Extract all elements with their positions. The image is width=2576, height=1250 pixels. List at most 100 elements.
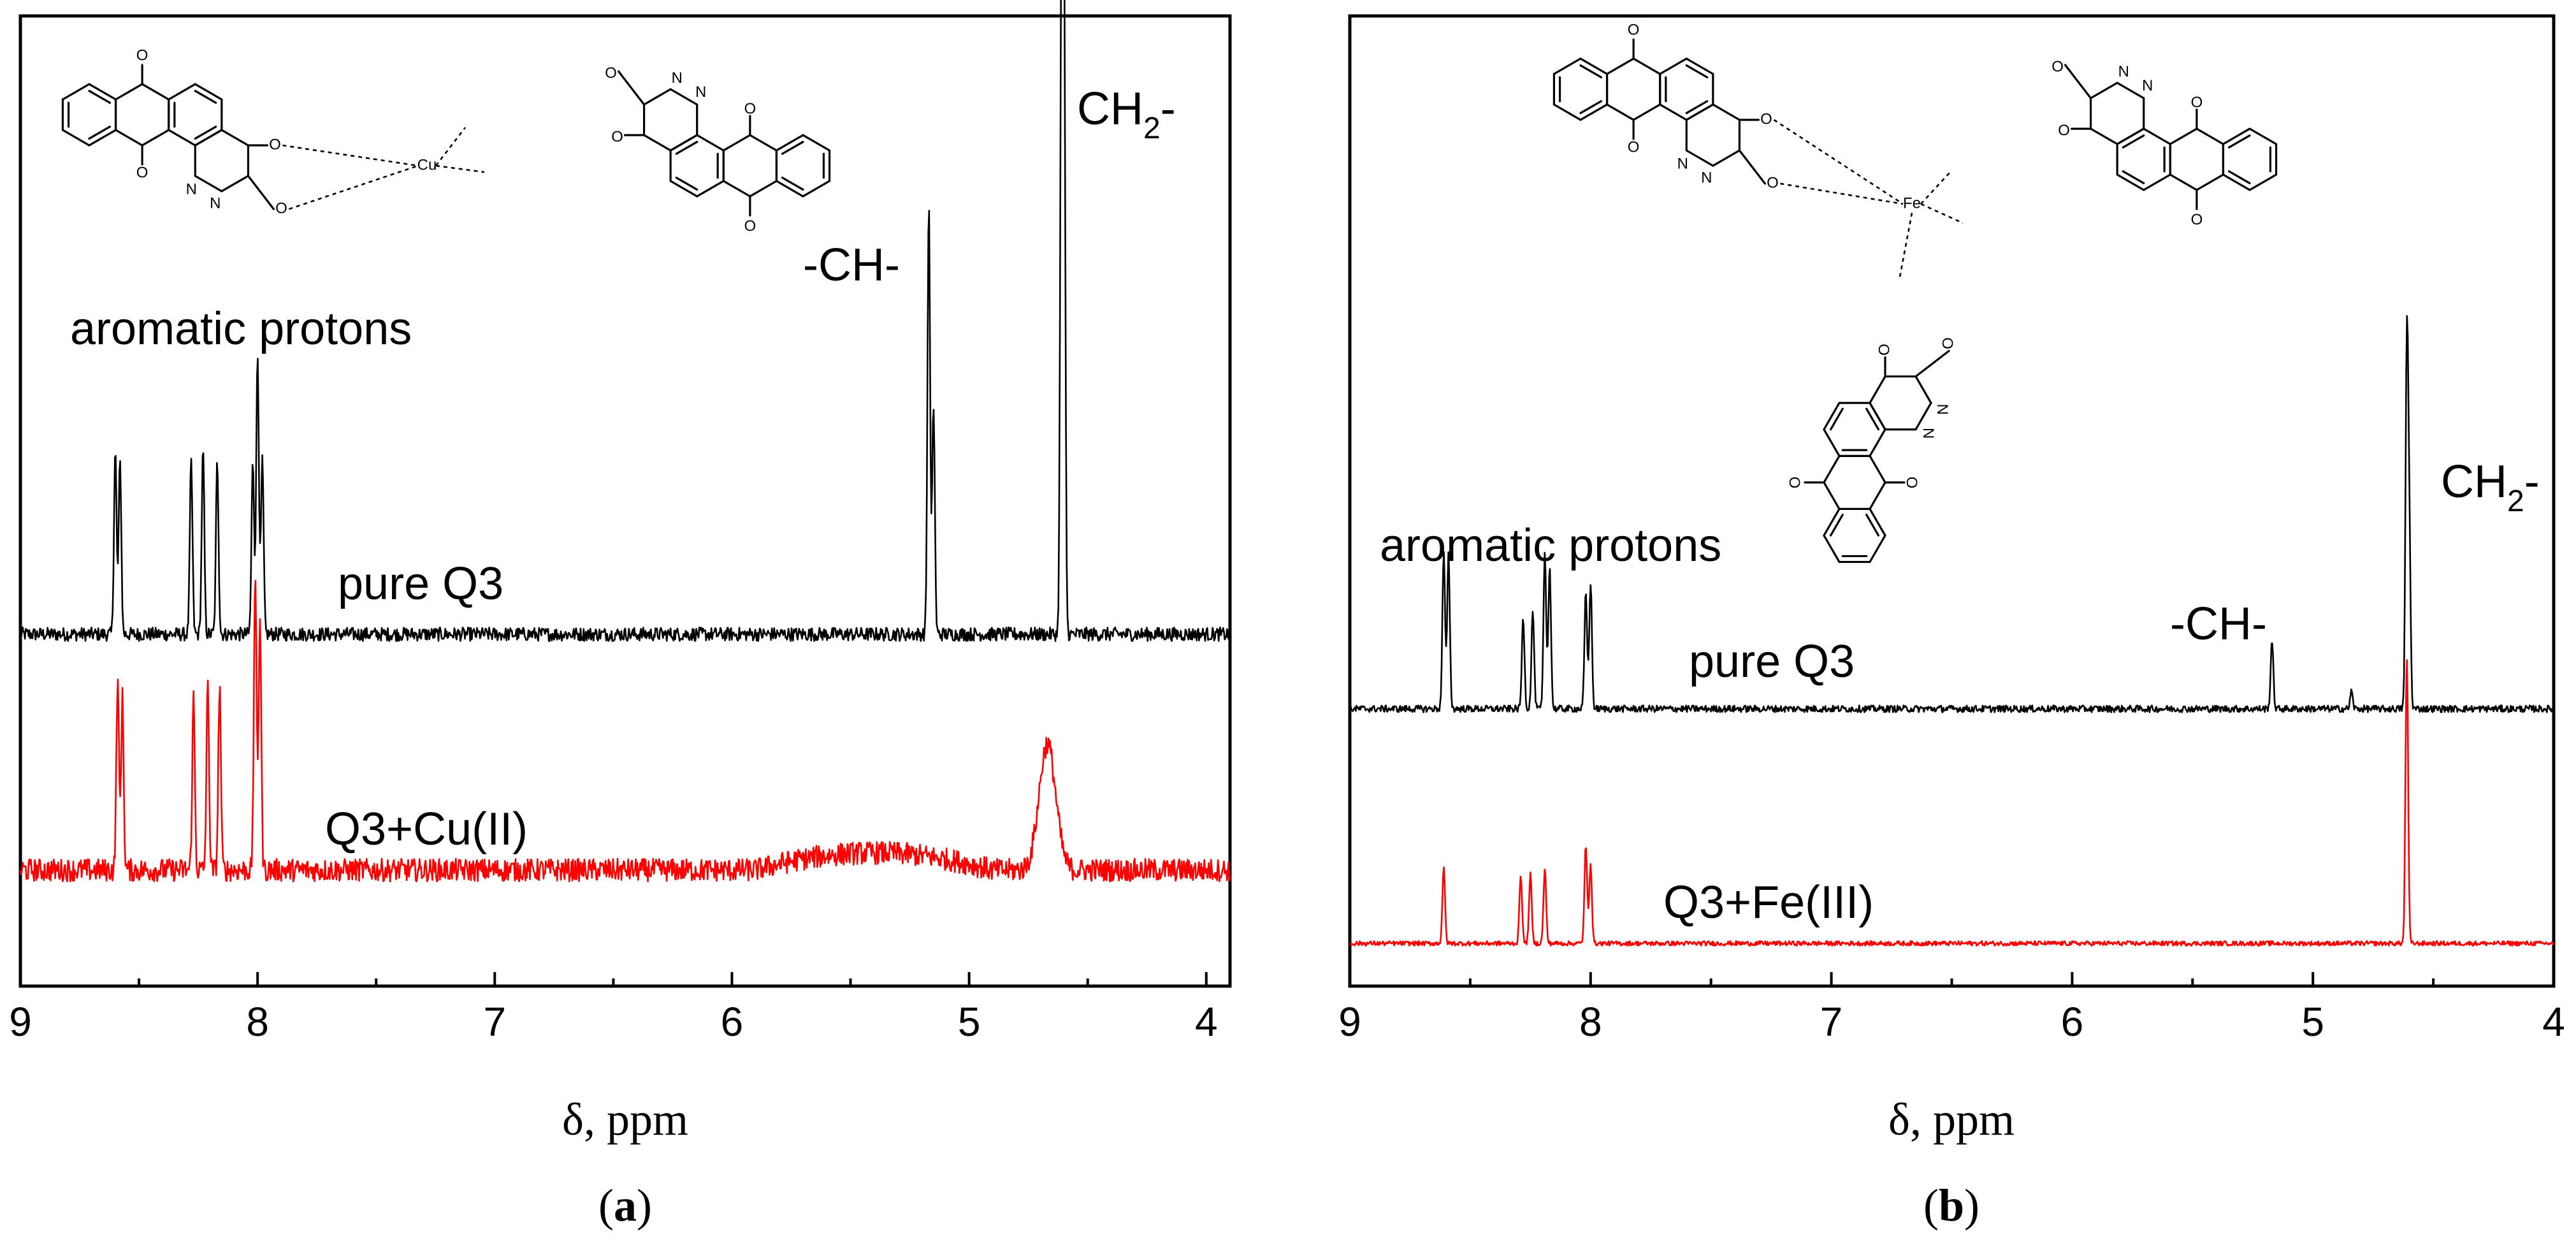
ligand-mirrored: O O NN O O [605, 64, 831, 234]
ring [2222, 127, 2278, 191]
caption-letter-b: b [1939, 1180, 1964, 1231]
panel-caption-a: (a) [598, 1180, 652, 1231]
caption-open-a: ( [598, 1180, 614, 1231]
x-axis-label-a: δ, ppm [562, 1094, 688, 1145]
bond [1914, 349, 1950, 378]
ligand-lower: O O N N O O [1786, 337, 1957, 563]
double-bond [675, 140, 698, 155]
series-label-q3-fe-b: Q3+Fe(III) [1663, 877, 1874, 928]
oxygen-atom: O [269, 136, 281, 153]
ring [194, 129, 250, 193]
ring [2116, 127, 2171, 191]
nitrogen-atom: N [1701, 169, 1712, 186]
coordination-bond [289, 164, 419, 210]
double-bond [1579, 64, 1603, 78]
ring [1605, 57, 1661, 121]
spectrum-trace-q3-cu-ii- [19, 579, 1231, 883]
oxygen-atom: O [1939, 337, 1957, 349]
x-tick-label: 5 [958, 999, 981, 1045]
x-tick-label: 7 [484, 999, 507, 1045]
double-bond [1865, 407, 1880, 431]
x-tick-label: 9 [9, 999, 32, 1045]
series-label-pure-q3-b: pure Q3 [1689, 636, 1855, 687]
iron-atom: Fe [1903, 194, 1921, 212]
bond [1738, 149, 1767, 185]
annotation-ch2-main-b: CH [2441, 456, 2507, 507]
plot-frame-a [18, 14, 1232, 988]
annotation-ch2-b: CH2- [2441, 456, 2540, 518]
coordination-bond [282, 144, 419, 167]
oxygen-atom: O [744, 99, 756, 117]
bond [2064, 64, 2092, 99]
series-label-q3-cu-a: Q3+Cu(II) [325, 804, 528, 855]
bond [247, 175, 275, 210]
bond [617, 70, 646, 106]
x-tick-label: 6 [721, 999, 744, 1045]
caption-close-a: ) [637, 1180, 652, 1231]
nitrogen-atom: N [2142, 76, 2153, 94]
coordination-bond [1898, 212, 1913, 281]
x-tick-label: 4 [2542, 999, 2565, 1045]
coordination-bond [1780, 182, 1904, 205]
double-bond [88, 126, 112, 140]
nitrogen-atom: N [671, 69, 682, 86]
double-bond [1685, 64, 1709, 78]
coordination-bond [435, 164, 485, 173]
oxygen-atom: O [136, 164, 148, 181]
double-bond [2227, 134, 2251, 149]
ring [1685, 103, 1741, 167]
caption-letter-a: a [614, 1180, 637, 1231]
oxygen-atom: O [744, 217, 756, 234]
annotation-ch2-tail-a: - [1161, 84, 1176, 134]
spectrum-trace-q3-fe-iii- [1349, 659, 2555, 947]
spectrum-trace-pure-q3 [1349, 315, 2555, 713]
double-bond [2122, 170, 2145, 185]
annotation-aromatic-protons-b: aromatic protons [1380, 520, 1721, 571]
oxygen-atom: O [1786, 477, 1804, 489]
double-bond [1829, 513, 1844, 537]
x-tick-label: 6 [2061, 999, 2084, 1045]
copper-atom: Cu [417, 156, 437, 173]
annotation-ch2-a: CH2- [1077, 84, 1176, 145]
oxygen-atom: O [1876, 344, 1893, 356]
coordination-bond [435, 127, 467, 166]
oxygen-atom: O [611, 127, 623, 145]
annotation-ch-a: -CH- [803, 240, 900, 291]
double-bond [194, 126, 217, 140]
ligand-mirrored: O O NN O O [2051, 57, 2278, 228]
ring [1823, 454, 1886, 511]
annotation-ch2-main-a: CH [1077, 84, 1143, 134]
coordination-bond [1920, 203, 1964, 224]
oxygen-atom: O [1904, 477, 1921, 489]
coordination-bond [1773, 119, 1904, 205]
x-tick-label: 5 [2301, 999, 2324, 1045]
ring [642, 88, 698, 152]
annotation-ch2-tail-b: - [2524, 456, 2540, 507]
x-tick-label: 8 [1579, 999, 1602, 1045]
spectrum-trace-pure-q3 [19, 0, 1231, 643]
nitrogen-atom: N [186, 180, 197, 198]
oxygen-atom: O [1760, 110, 1772, 127]
ring [722, 134, 778, 198]
nitrogen-atom: N [1677, 155, 1688, 172]
x-tick-label: 4 [1195, 999, 1218, 1045]
double-bond [1579, 100, 1603, 115]
oxygen-atom: O [136, 47, 148, 64]
ring [114, 83, 170, 147]
annotation-ch-b: -CH- [2170, 599, 2267, 650]
ring [775, 134, 831, 198]
series-label-pure-q3-a: pure Q3 [338, 558, 503, 609]
nitrogen-atom: N [2118, 62, 2129, 80]
panel-caption-b: (b) [1923, 1180, 1979, 1231]
oxygen-atom: O [2051, 57, 2064, 75]
ring [1552, 57, 1609, 121]
coordination-bond [1920, 171, 1951, 205]
annotation-ch2-sub-b: 2 [2507, 484, 2524, 518]
caption-open-b: ( [1923, 1180, 1939, 1231]
traces-a [19, 0, 1231, 883]
ring [669, 134, 725, 198]
ring [61, 83, 117, 147]
